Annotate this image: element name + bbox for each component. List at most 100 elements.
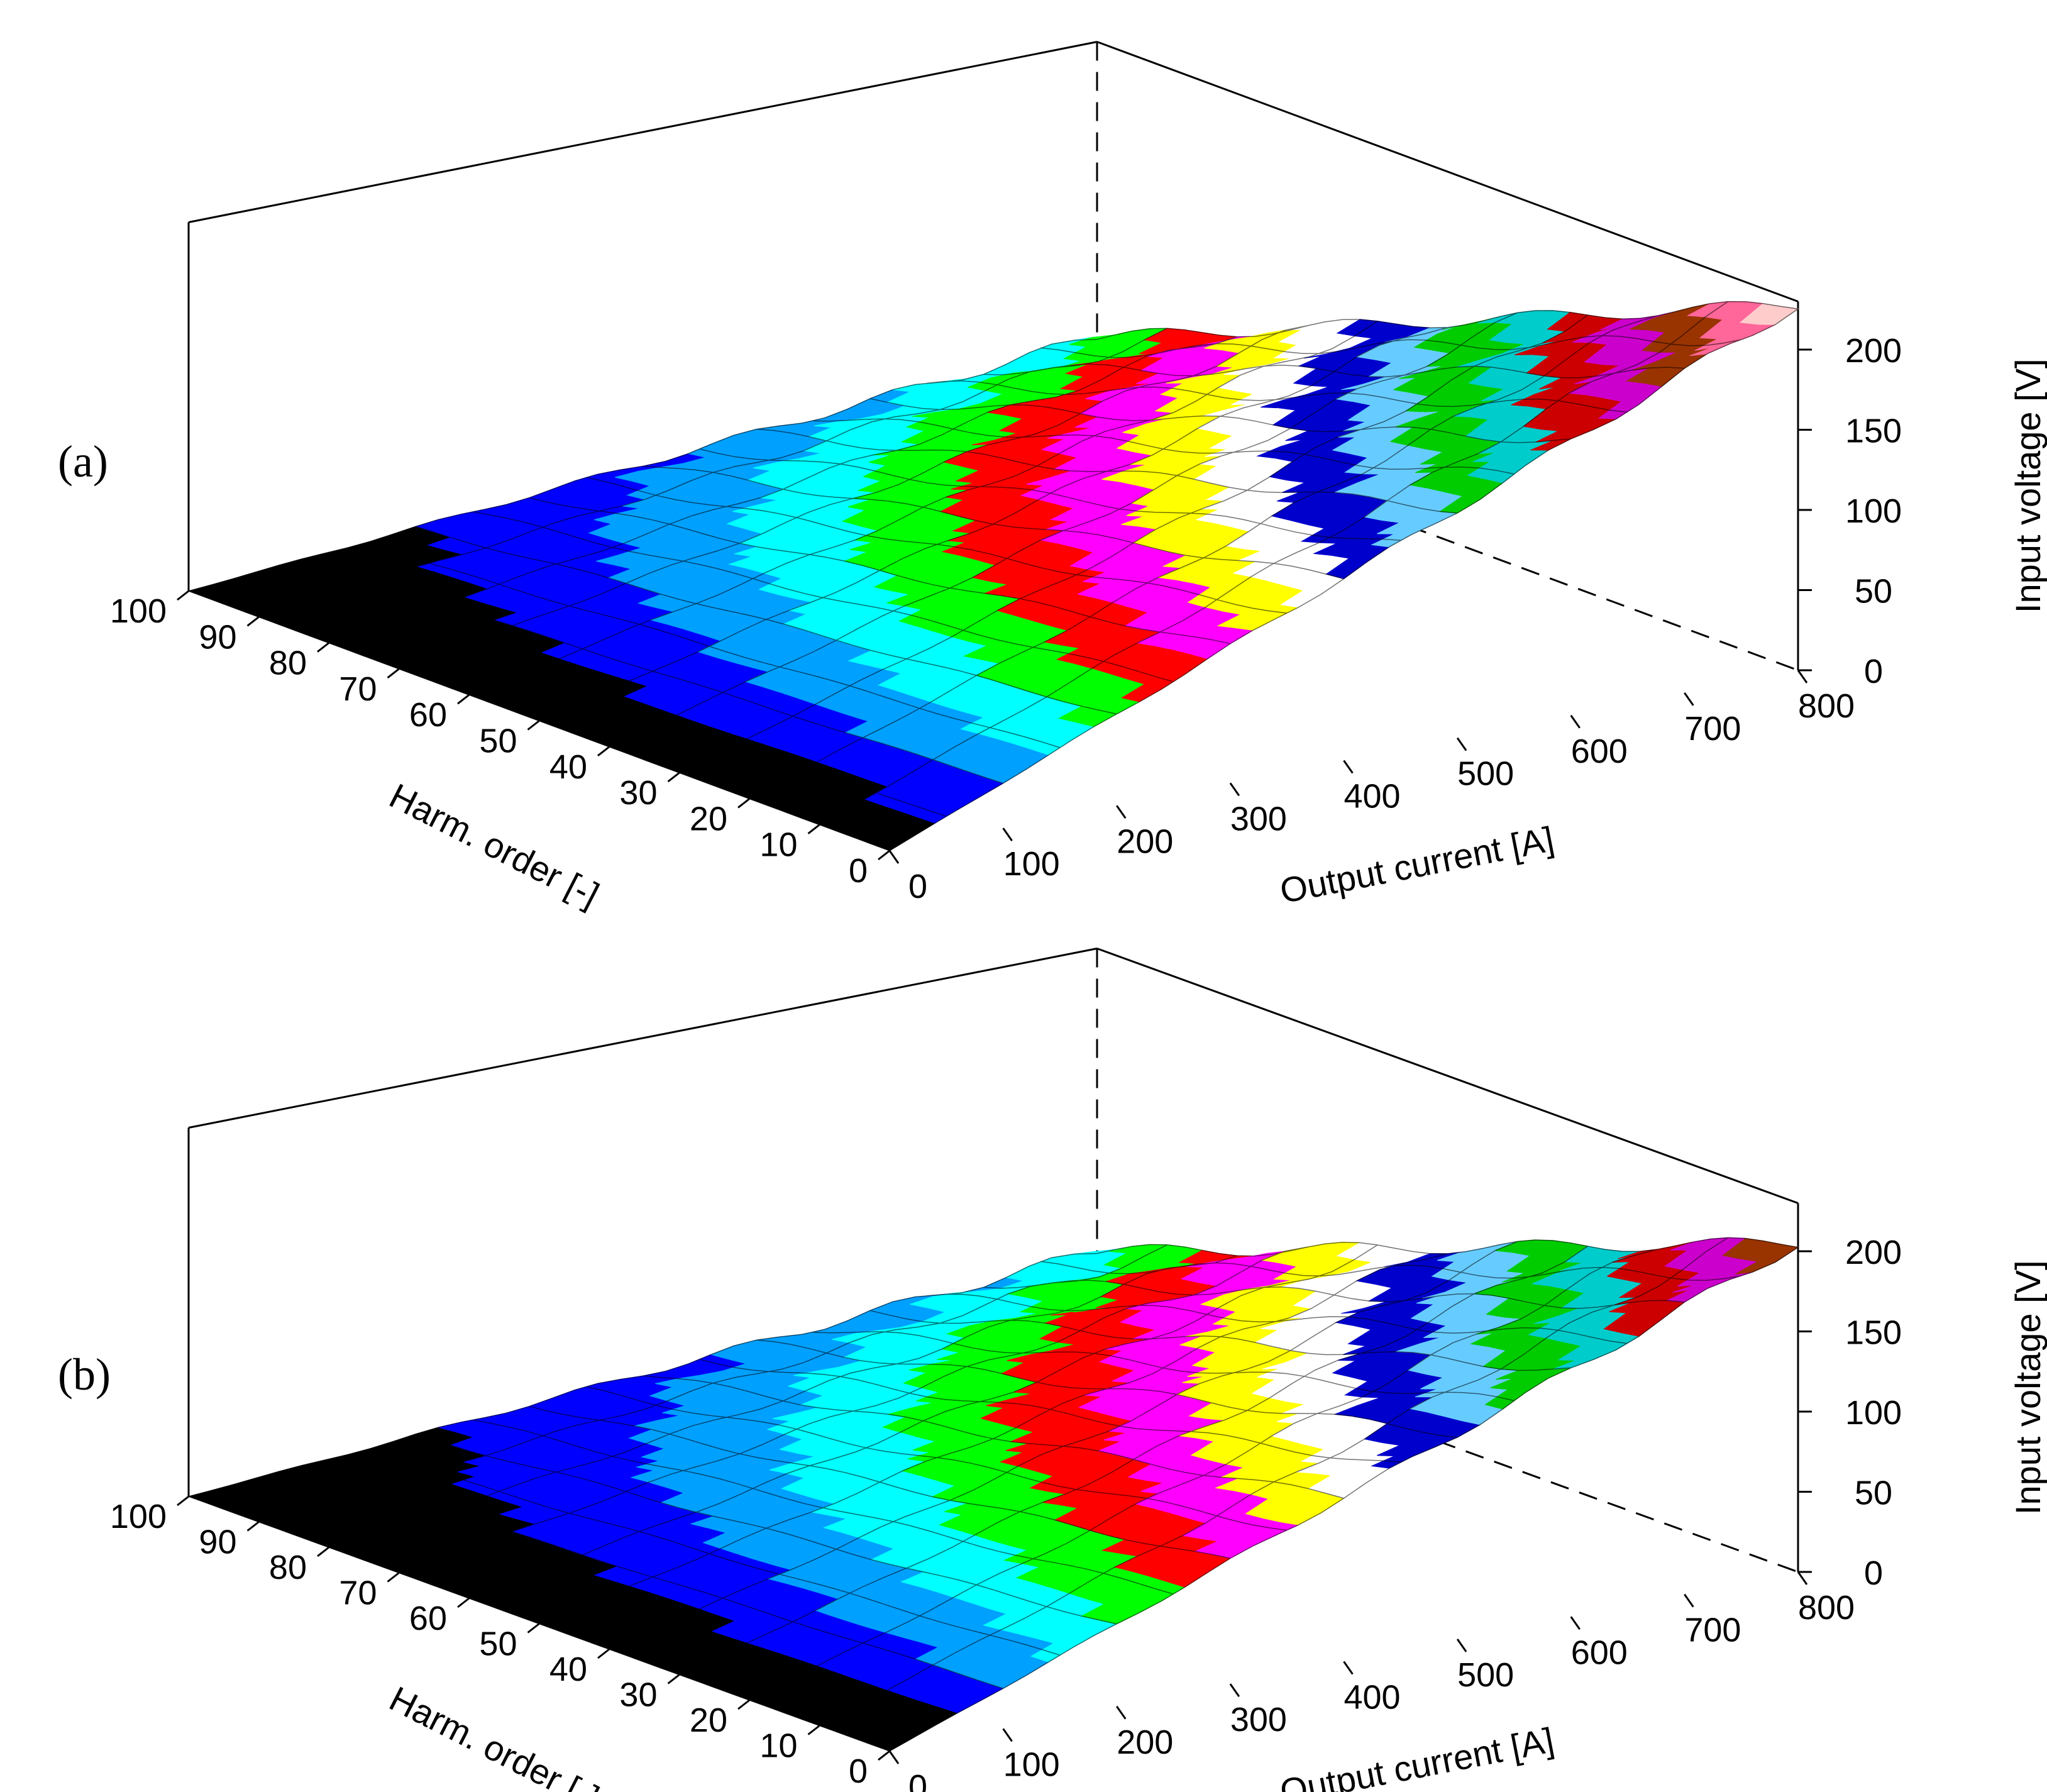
x-tick-mark — [1116, 1705, 1127, 1720]
mesh-line — [819, 301, 1728, 826]
y-tick-mark — [457, 694, 470, 705]
y-tick-label: 100 — [110, 592, 167, 630]
y-tick-label: 20 — [690, 800, 727, 838]
y-tick-mark — [317, 1546, 329, 1557]
axes-box-edge — [1096, 41, 1799, 302]
mesh-line — [468, 321, 1378, 695]
z-axis-title: Input voltage [V] — [2008, 1260, 2047, 1515]
mesh-line — [328, 336, 1238, 644]
y-tick-label: 10 — [759, 1727, 797, 1765]
y-tick-mark — [246, 1521, 260, 1532]
x-axis-title: Output current [A] — [1277, 1720, 1557, 1792]
y-tick-label: 70 — [339, 670, 377, 708]
y-tick-label: 90 — [199, 1524, 236, 1561]
y-tick-label: 50 — [479, 1625, 517, 1663]
y-tick-mark — [878, 1750, 890, 1761]
x-tick-mark — [1343, 760, 1354, 774]
y-tick-label: 0 — [849, 1752, 868, 1790]
y-tick-mark — [667, 772, 680, 783]
x-tick-mark — [1229, 1683, 1240, 1697]
y-tick-label: 60 — [409, 696, 447, 734]
x-tick-mark — [888, 1751, 900, 1764]
x-tick-mark — [1797, 1571, 1808, 1585]
y-tick-mark — [527, 1623, 540, 1634]
z-tick-label: 200 — [1845, 1234, 1902, 1271]
panel-a: 0100200300400500600700800010203040506070… — [58, 41, 2047, 915]
y-tick-mark — [387, 1572, 400, 1583]
y-tick-mark — [807, 1725, 820, 1735]
z-tick-label: 0 — [1864, 1554, 1883, 1592]
z-tick-label: 50 — [1855, 1474, 1892, 1512]
axes-box-edge — [188, 948, 1098, 1129]
y-tick-mark — [527, 720, 540, 731]
surface-mesh — [188, 1237, 1799, 1752]
y-tick-mark — [597, 746, 610, 756]
y-tick-mark — [597, 1648, 610, 1659]
z-tick-label: 150 — [1845, 412, 1902, 450]
x-tick-label: 100 — [1003, 845, 1060, 883]
x-tick-mark — [1570, 1616, 1581, 1630]
y-tick-mark — [387, 668, 400, 679]
x-tick-mark — [1343, 1661, 1354, 1675]
x-tick-mark — [1002, 1728, 1013, 1742]
z-tick-label: 100 — [1845, 1394, 1902, 1432]
mesh-line — [258, 328, 1167, 618]
z-tick-label: 200 — [1845, 332, 1902, 370]
y-tick-label: 20 — [690, 1701, 727, 1739]
y-tick-label: 0 — [849, 852, 868, 890]
y-tick-mark — [457, 1597, 470, 1608]
y-tick-label: 70 — [339, 1574, 377, 1612]
mesh-line — [749, 1249, 1658, 1701]
x-tick-label: 200 — [1117, 822, 1173, 860]
panel-label: (b) — [58, 1349, 111, 1400]
axes-box-edge — [188, 41, 1098, 223]
y-tick-label: 30 — [619, 774, 657, 812]
x-tick-label: 300 — [1230, 1701, 1287, 1739]
mesh-line — [679, 314, 1588, 773]
x-tick-label: 0 — [908, 1768, 927, 1792]
x-tick-label: 500 — [1457, 1656, 1514, 1694]
x-tick-mark — [1002, 827, 1013, 841]
z-tick-label: 150 — [1845, 1314, 1902, 1352]
mesh-line — [539, 1253, 1448, 1625]
mesh-line — [468, 1244, 1378, 1599]
y-tick-label: 80 — [269, 644, 307, 682]
mesh-line — [188, 339, 1098, 592]
mesh-line — [819, 1237, 1728, 1727]
y-tick-mark — [737, 798, 750, 809]
x-tick-label: 500 — [1457, 755, 1514, 793]
y-tick-mark — [667, 1674, 680, 1684]
x-tick-label: 800 — [1798, 1589, 1855, 1627]
y-tick-label: 40 — [549, 748, 587, 786]
x-axis-title: Output current [A] — [1277, 819, 1557, 910]
x-tick-mark — [1456, 1639, 1467, 1652]
y-tick-mark — [177, 590, 189, 601]
mesh-line — [749, 315, 1658, 800]
mesh-line — [188, 1253, 1098, 1497]
x-tick-label: 300 — [1230, 800, 1287, 838]
x-tick-mark — [1797, 670, 1808, 683]
z-tick-label: 100 — [1845, 492, 1902, 530]
y-tick-label: 50 — [479, 722, 517, 760]
panel-label: (a) — [58, 436, 108, 487]
x-tick-mark — [1116, 805, 1127, 819]
mesh-line — [399, 1246, 1308, 1574]
y-tick-mark — [737, 1699, 750, 1710]
x-tick-mark — [888, 850, 900, 864]
surface — [187, 301, 1799, 851]
y-tick-mark — [807, 824, 820, 834]
y-tick-mark — [246, 616, 260, 627]
surface — [187, 1237, 1799, 1752]
y-tick-mark — [177, 1495, 189, 1507]
y-tick-label: 30 — [619, 1676, 657, 1714]
x-tick-mark — [1684, 692, 1694, 706]
y-tick-label: 60 — [409, 1600, 447, 1637]
x-tick-label: 400 — [1344, 1679, 1400, 1717]
x-tick-label: 700 — [1684, 1612, 1741, 1649]
panel-b: 0100200300400500600700800010203040506070… — [58, 948, 2047, 1792]
mesh-line — [399, 325, 1308, 670]
x-tick-label: 700 — [1684, 710, 1741, 748]
y-tick-label: 90 — [199, 618, 236, 656]
mesh-line — [258, 1244, 1167, 1523]
